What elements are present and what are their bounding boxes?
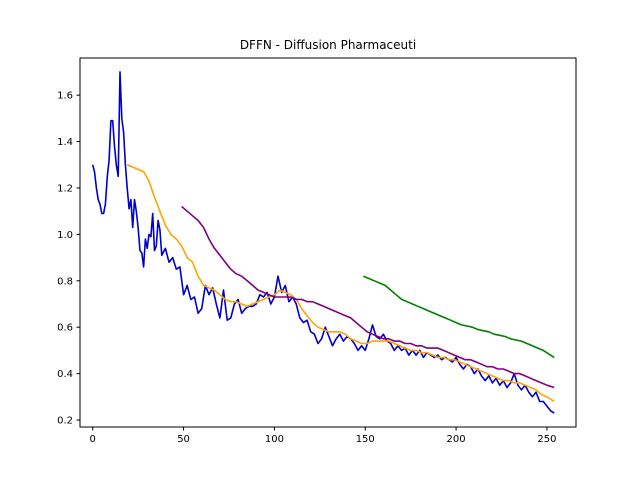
y-tick-label: 1.2	[57, 183, 73, 194]
chart-title: DFFN - Diffusion Pharmaceuti	[240, 38, 416, 52]
x-tick-label: 100	[265, 434, 284, 445]
y-tick-label: 0.6	[57, 323, 73, 334]
y-tick-label: 0.2	[57, 416, 73, 427]
x-tick-label: 150	[356, 434, 375, 445]
y-axis: 0.2 0.4 0.6 0.8 1.0 1.2 1.4 1.6	[57, 91, 80, 427]
y-tick-label: 0.4	[57, 369, 73, 380]
series-line-1	[93, 72, 555, 413]
y-tick-label: 0.8	[57, 276, 73, 287]
x-tick-label: 50	[177, 434, 190, 445]
series-layer	[93, 72, 555, 413]
x-axis: 0 50 100 150 200 250	[90, 427, 557, 445]
x-tick-label: 0	[90, 434, 96, 445]
y-tick-label: 1.4	[57, 137, 73, 148]
x-tick-label: 250	[537, 434, 556, 445]
y-tick-label: 1.0	[57, 230, 73, 241]
series-line-3	[182, 207, 555, 388]
x-tick-label: 200	[447, 434, 466, 445]
y-tick-label: 1.6	[57, 91, 73, 102]
